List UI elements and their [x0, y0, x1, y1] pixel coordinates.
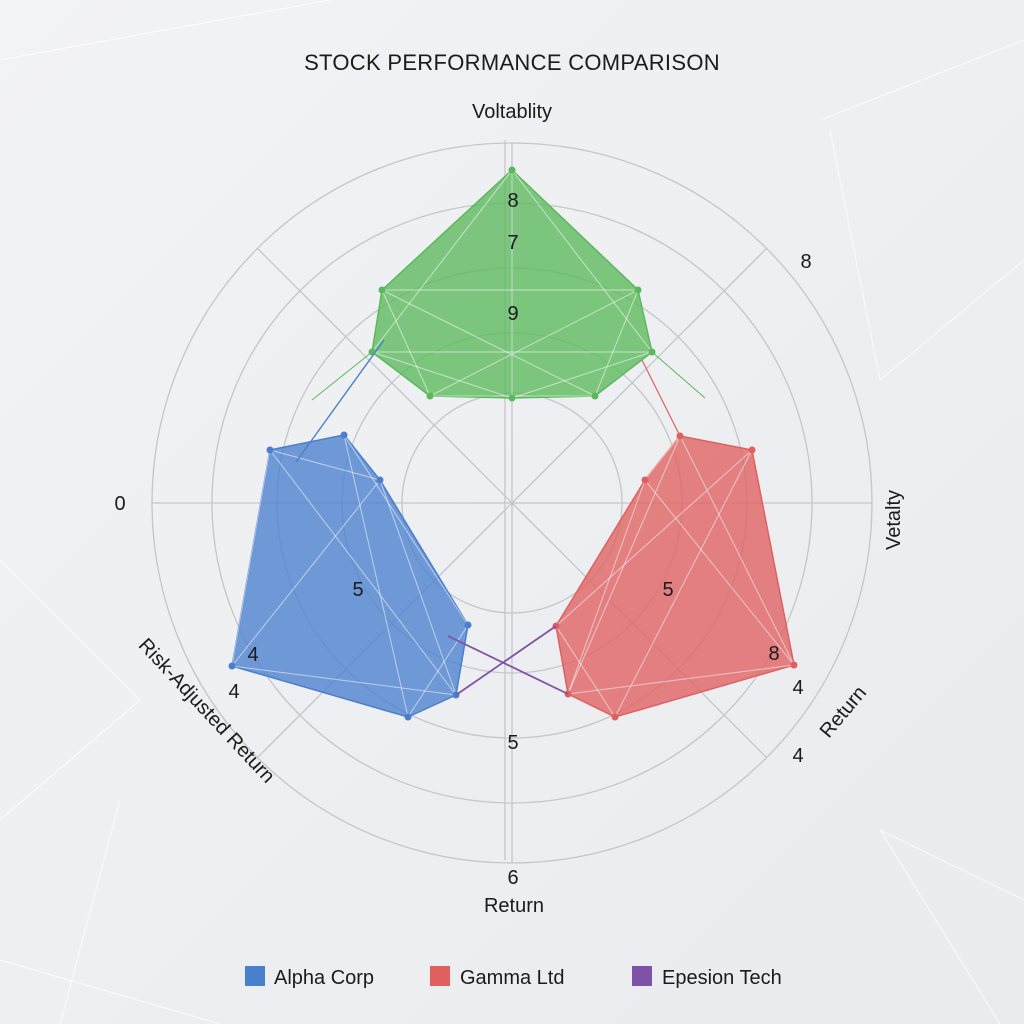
tick-label: 0 — [114, 493, 125, 515]
series-alpha-corp-shape-point — [340, 431, 348, 439]
series-gamma-ltd-shape-web-line — [614, 449, 753, 718]
series-gamma-ltd-shape-web-line — [644, 479, 795, 666]
series-green-shape-web-line — [371, 169, 513, 353]
tick-label: 4 — [792, 677, 803, 699]
axis-label-return-right: Return — [816, 682, 871, 742]
series-alpha-corp-shape-point — [266, 446, 274, 454]
series-alpha-corp-shape-web-line — [269, 449, 457, 696]
series-alpha-corp-shape-web-line — [343, 434, 469, 626]
series-alpha-corp-shape-point — [464, 621, 472, 629]
series-alpha-corp-shape-point — [376, 476, 384, 484]
series-alpha-corp-shape-area — [231, 434, 469, 718]
series-gamma-ltd-shape-web-line — [567, 664, 795, 695]
series-green-shape-web-line — [371, 351, 513, 399]
tick-label: 8 — [507, 190, 518, 212]
series-green-shape-point — [634, 286, 642, 294]
axis-label-return-bottom: Return — [484, 895, 544, 917]
series-alpha-corp-shape-web-line — [269, 449, 381, 481]
series-alpha-corp-shape-web-line — [231, 665, 457, 696]
tick-label: 8 — [800, 251, 811, 273]
series-gamma-ltd-shape-web-line — [555, 625, 616, 718]
series-alpha-corp-shape — [228, 431, 472, 721]
axis-label-voltablity: Voltablity — [472, 101, 552, 123]
series-alpha-corp-shape-web-line — [343, 434, 409, 718]
series-green-shape-point — [426, 392, 434, 400]
series-gamma-ltd-shape-web-line — [555, 449, 753, 627]
series-green-shape-web-line — [429, 289, 639, 397]
tick-label: 4 — [228, 681, 239, 703]
series-green-shape-point — [508, 166, 516, 174]
grid-spoke — [511, 247, 768, 504]
series-green-line — [651, 351, 706, 399]
series-green-shape-web-line — [381, 289, 431, 397]
legend-label-epesion-tech: Epesion Tech — [662, 967, 782, 989]
data-shapes — [228, 166, 798, 721]
series-alpha-corp-shape-point — [404, 713, 412, 721]
legend-swatch-gamma-ltd — [430, 966, 450, 986]
series-gamma-ltd-shape-area — [555, 435, 795, 718]
series-gamma-ltd-shape-point — [611, 713, 619, 721]
series-alpha-corp-shape-point — [228, 662, 236, 670]
series-green-shape-web-line — [594, 289, 639, 397]
tick-label: 5 — [662, 579, 673, 601]
series-alpha-corp-shape-web-line — [231, 449, 271, 667]
chart-title: STOCK PERFORMANCE COMPARISON — [304, 50, 720, 75]
series-green-shape-point — [508, 394, 516, 402]
axis-label-vetalty: Vetalty — [883, 490, 905, 550]
series-gamma-ltd-shape-web-line — [567, 479, 646, 695]
legend-swatch-alpha-corp — [245, 966, 265, 986]
series-gamma-ltd-shape-point — [790, 661, 798, 669]
series-epesion-tech-line — [447, 635, 569, 695]
series-alpha-corp-line — [295, 339, 385, 463]
series-gamma-ltd-shape — [552, 432, 798, 721]
series-alpha-corp-shape-web-line — [231, 479, 381, 667]
series-gamma-ltd-shape-web-line — [679, 435, 795, 666]
series-green-shape — [368, 166, 656, 402]
tick-label: 8 — [768, 643, 779, 665]
tick-label: 7 — [507, 232, 518, 254]
series-green-shape-point — [591, 392, 599, 400]
legend-swatch-epesion-tech — [632, 966, 652, 986]
tick-label: 4 — [247, 644, 258, 666]
series-gamma-ltd-shape-point — [641, 476, 649, 484]
series-epesion-tech-line — [455, 625, 557, 696]
legend-label-gamma-ltd: Gamma Ltd — [460, 967, 564, 989]
tick-label: 5 — [352, 579, 363, 601]
series-green-shape-point — [378, 286, 386, 294]
series-gamma-ltd-shape-web-line — [644, 435, 681, 481]
tick-label: 5 — [507, 732, 518, 754]
series-green-shape-web-line — [511, 351, 653, 399]
legend-label-alpha-corp: Alpha Corp — [274, 967, 374, 989]
tick-label: 6 — [507, 867, 518, 889]
series-alpha-corp-shape-web-line — [379, 479, 457, 696]
series-gamma-ltd-line — [641, 359, 681, 437]
series-green-shape-web-line — [381, 289, 596, 397]
tick-label: 9 — [507, 303, 518, 325]
series-gamma-ltd-shape-point — [748, 446, 756, 454]
series-green-shape-web-line — [511, 169, 653, 353]
series-green-line — [311, 351, 373, 401]
tick-labels: 8 7 9 8 0 5 5 5 4 4 8 4 4 6 — [114, 190, 811, 889]
legend: Alpha Corp Gamma Ltd Epesion Tech — [245, 966, 782, 989]
grid-spoke — [256, 247, 513, 504]
tick-label: 4 — [792, 745, 803, 767]
